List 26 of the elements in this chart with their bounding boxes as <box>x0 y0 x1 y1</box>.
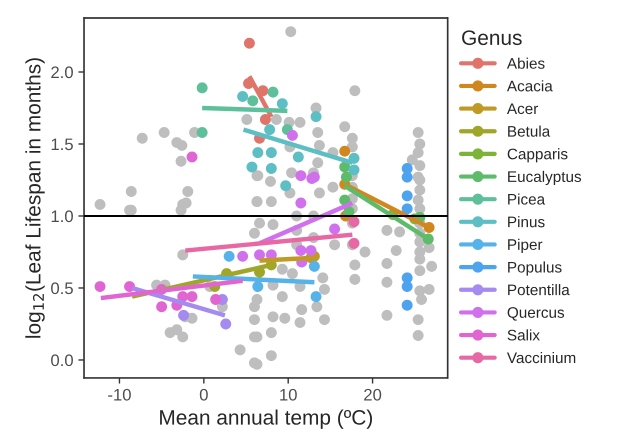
legend-label: Populus <box>508 261 562 276</box>
y-tick-label: 1.5 <box>52 138 73 150</box>
legend-label: Eucalyptus <box>508 170 582 186</box>
x-tick-label: 10 <box>280 388 297 401</box>
legend-title: Genus <box>462 30 522 46</box>
y-tick-label: 0.0 <box>51 354 73 366</box>
legend-label: Betula <box>508 126 550 137</box>
y-axis-title: log$_{12}$(Leaf Lifespan in months) <box>25 58 45 338</box>
legend-label: Potentilla <box>508 284 570 296</box>
legend-label: Salix <box>508 329 540 341</box>
legend-label: Capparis <box>508 148 568 162</box>
y-tick-label: 0.5 <box>51 282 73 294</box>
legend-label: Abies <box>506 58 545 69</box>
x-axis-title: Mean annual temp (ºC) <box>160 409 372 429</box>
legend-label: Picea <box>508 193 546 205</box>
legend-label: Acacia <box>506 80 553 92</box>
legend-label: Vaccinium <box>506 352 576 364</box>
legend-label: Pinus <box>508 216 545 228</box>
y-tick-label: 1.0 <box>52 210 73 222</box>
legend-label: Acer <box>506 103 538 114</box>
x-tick-label: 0 <box>200 388 208 401</box>
y-tick-label: 2.0 <box>51 66 73 78</box>
x-tick-label: 20 <box>364 388 382 401</box>
x-tick-label: -10 <box>108 388 131 401</box>
legend-label: Piper <box>508 238 542 253</box>
legend-label: Quercus <box>508 307 564 321</box>
